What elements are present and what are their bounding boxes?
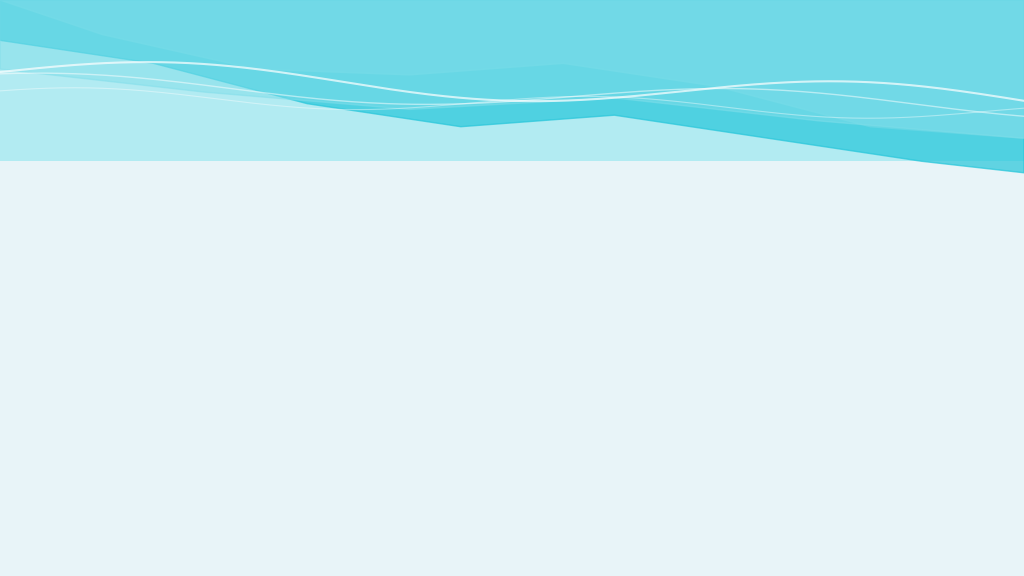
Text: insert (0.8kb) of the: insert (0.8kb) of the <box>51 432 335 456</box>
Text: electrophoresis, to be analyzed by Southern Blott.: electrophoresis, to be analyzed by South… <box>51 302 733 327</box>
Polygon shape <box>0 0 1024 138</box>
Text: Leishmania: Leishmania <box>175 181 332 206</box>
Text: 32: 32 <box>232 337 256 354</box>
Text: sequence LmSP1. The blots were washed to a final stringency of: sequence LmSP1. The blots were washed to… <box>183 432 1024 456</box>
Text: L. major: L. major <box>146 432 259 456</box>
Text: 0.2 x SSC at 65: 0.2 x SSC at 65 <box>51 472 257 497</box>
Polygon shape <box>0 156 1024 576</box>
Text: Genomic DNA (2.5 ug) from: Genomic DNA (2.5 ug) from <box>51 181 440 206</box>
Text: DNA was separated by gel: DNA was separated by gel <box>339 262 699 286</box>
Text: ►: ► <box>33 175 46 194</box>
Text: L. chagasi: L. chagasi <box>267 392 406 416</box>
Text: fragment (repetitive domain) of the k39 clone of: fragment (repetitive domain) of the k39 … <box>51 392 722 416</box>
Text: L. infantum, L. chagasi, L. tropica, L. major,: L. infantum, L. chagasi, L. tropica, L. … <box>61 262 659 286</box>
Text: and: and <box>254 262 322 286</box>
Polygon shape <box>0 0 1024 138</box>
Text: (29) or with the full length cDNA: (29) or with the full length cDNA <box>311 392 771 416</box>
Text: 0: 0 <box>122 458 133 475</box>
Text: ►: ► <box>33 345 46 363</box>
Text: of: of <box>51 262 86 286</box>
Text: C for 30 min. and analyzed by autoradiography.: C for 30 min. and analyzed by autoradiog… <box>127 472 771 497</box>
Text: Southern Blot Analysis.: Southern Blot Analysis. <box>51 104 419 131</box>
Text: Genomic DNA (2.5 ug) from: Genomic DNA (2.5 ug) from <box>51 181 440 206</box>
Text: P]dCTP) DNA inserts containing the (1.2 kb Pst 1: P]dCTP) DNA inserts containing the (1.2 … <box>243 351 919 376</box>
Text: enzymes Sal I and Pst I or with Pst I alone. The same was applied on reference s: enzymes Sal I and Pst I or with Pst I al… <box>51 222 1024 246</box>
Text: L. amazonensis.: L. amazonensis. <box>273 262 490 286</box>
Text: isolates (a, b, c, d and e) were digested with restriction: isolates (a, b, c, d and e) were digeste… <box>219 181 979 206</box>
Text: Blotts were probed with radio-labeled [-: Blotts were probed with radio-labeled [- <box>51 351 596 376</box>
Polygon shape <box>0 0 1024 173</box>
Polygon shape <box>0 0 1024 161</box>
